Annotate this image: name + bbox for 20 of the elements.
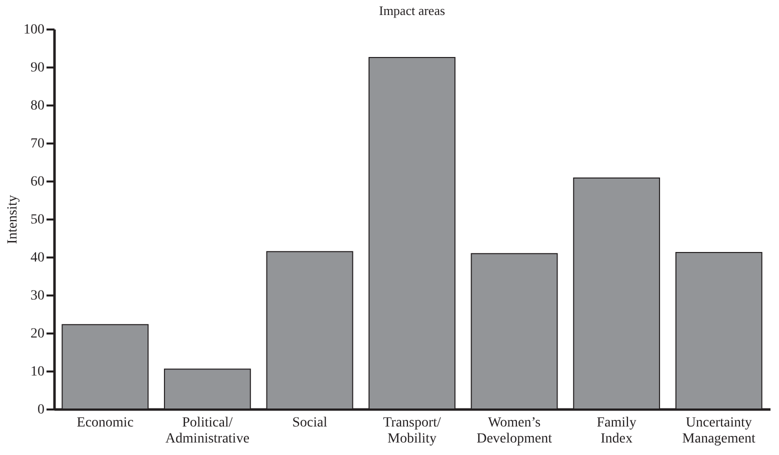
x-tick-label: Social — [292, 416, 328, 430]
y-tick-label: 80 — [30, 98, 44, 114]
chart-title: Impact areas — [378, 3, 446, 18]
y-axis-title: Intensity — [6, 195, 20, 244]
x-tick-label: Political/ Administrative — [165, 416, 250, 446]
y-tick-label: 40 — [30, 250, 44, 266]
y-tick-label: 30 — [30, 288, 44, 304]
y-tick-label: 90 — [30, 60, 44, 76]
x-tick-label: Uncertainty Management — [682, 416, 756, 446]
x-tick-label: Transport/ Mobility — [383, 416, 442, 446]
y-tick-label: 20 — [30, 326, 44, 342]
y-tick-label: 10 — [30, 364, 44, 380]
y-tick-label: 50 — [30, 212, 44, 228]
y-tick-label: 70 — [30, 136, 44, 152]
y-tick-label: 60 — [30, 174, 44, 190]
x-tick-label: Women’s Development — [476, 416, 552, 446]
y-tick-label: 0 — [38, 402, 44, 418]
y-tick-label: 100 — [24, 22, 44, 38]
x-tick-label: Family Index — [596, 416, 636, 446]
x-tick-label: Economic — [76, 416, 134, 430]
